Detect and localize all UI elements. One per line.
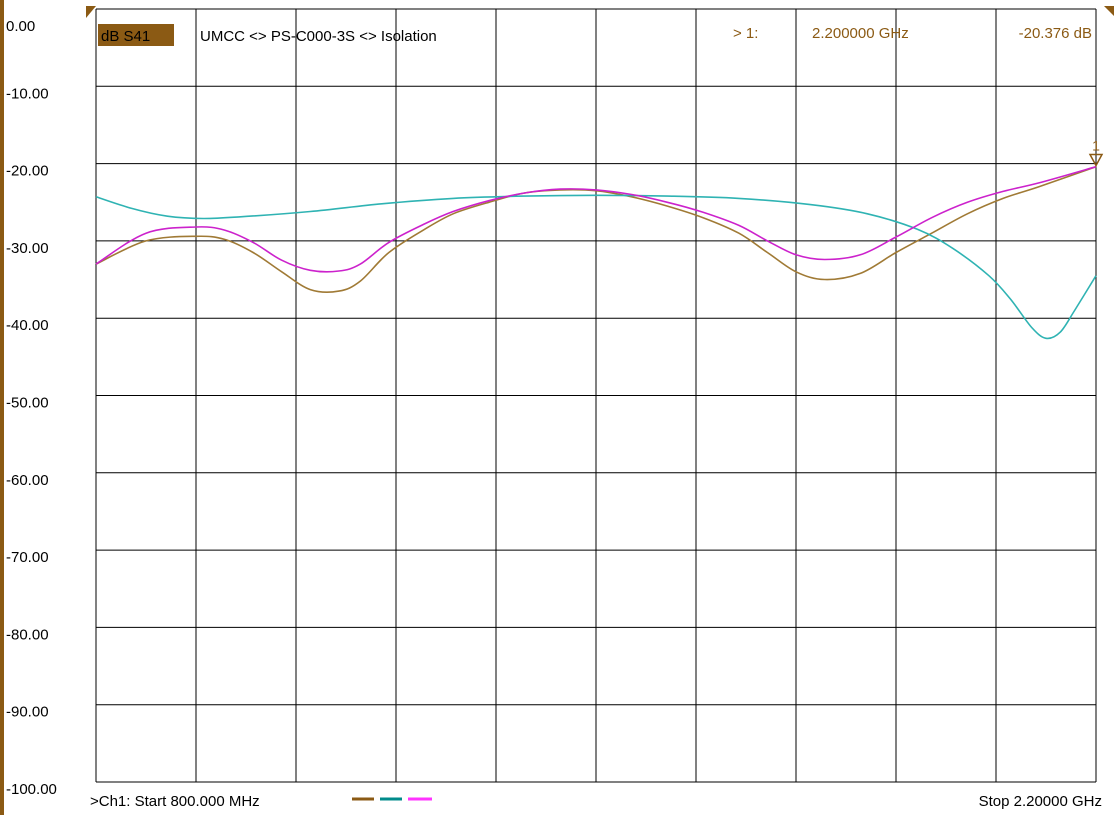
- grid: [95, 8, 1097, 783]
- marker-frequency: 2.200000 GHz: [812, 25, 909, 42]
- y-tick-label: -100.00: [6, 781, 57, 798]
- y-tick-label: 0.00: [6, 18, 35, 35]
- trace-2: [95, 194, 1097, 340]
- y-tick-label: -50.00: [6, 395, 49, 412]
- chart-title: UMCC <> PS-C000-3S <> Isolation: [200, 28, 437, 45]
- start-frequency-label: >Ch1: Start 800.000 MHz: [90, 793, 260, 810]
- trace-label[interactable]: dB S41: [101, 28, 150, 45]
- right-corner-marker: [1104, 6, 1114, 16]
- trace-label-box[interactable]: [98, 24, 174, 46]
- y-tick-label: -60.00: [6, 472, 49, 489]
- reference-corner-marker: [86, 6, 96, 18]
- y-tick-label: -10.00: [6, 85, 49, 102]
- traces: [95, 165, 1097, 340]
- y-tick-labels: 0.00 -10.00 -20.00 -30.00 -40.00 -50.00 -60.00…: [6, 18, 57, 798]
- left-border: [0, 0, 4, 815]
- y-tick-label: -30.00: [6, 240, 49, 257]
- y-tick-label: -20.00: [6, 163, 49, 180]
- marker-number: 1: [1092, 138, 1100, 154]
- marker-triangle[interactable]: [1088, 153, 1104, 168]
- y-tick-label: -80.00: [6, 626, 49, 643]
- stop-frequency-label: Stop 2.20000 GHz: [979, 793, 1102, 810]
- marker-value: -20.376 dB: [1019, 25, 1092, 42]
- trace-3: [95, 165, 1097, 273]
- marker-label: > 1:: [733, 25, 758, 42]
- y-tick-label: -70.00: [6, 549, 49, 566]
- y-tick-label: -40.00: [6, 317, 49, 334]
- y-tick-label: -90.00: [6, 704, 49, 721]
- marker-group: 1: [1088, 138, 1104, 168]
